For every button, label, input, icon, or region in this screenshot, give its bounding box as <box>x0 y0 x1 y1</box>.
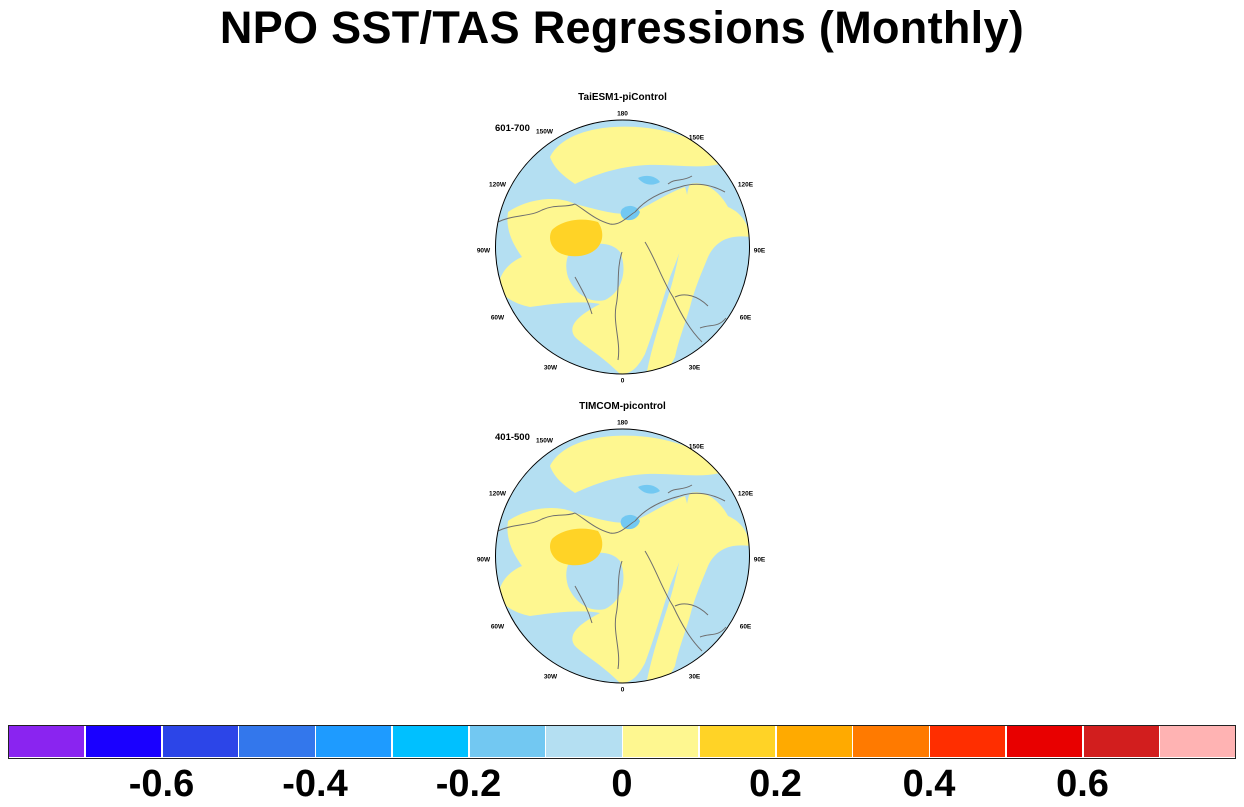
longitude-label: 180 <box>617 420 628 427</box>
coastline <box>574 512 636 534</box>
map-border <box>495 119 750 375</box>
longitude-label: 150W <box>536 129 554 136</box>
coastline <box>634 492 726 522</box>
colorbar-tick-label: 0 <box>611 763 633 805</box>
cool-region-siberia <box>708 253 742 297</box>
colorbar-tick-label: 0.2 <box>749 763 802 805</box>
longitude-label: 30E <box>689 365 701 372</box>
longitude-label: 180 <box>617 111 628 118</box>
colorbar-frame <box>8 725 1236 759</box>
colorbar <box>8 725 1237 760</box>
moderate-warm-region <box>550 528 603 566</box>
longitude-label: 120E <box>738 182 754 189</box>
colorbar-box <box>1082 725 1160 758</box>
longitude-label: 150E <box>689 135 705 142</box>
colorbar-box <box>1159 725 1237 758</box>
panel-period-label: 601-700 <box>495 123 530 134</box>
coastline <box>614 560 623 670</box>
longitude-label: 120E <box>738 491 754 498</box>
moderate-cool-region <box>620 205 640 221</box>
colorbar-box <box>698 725 776 758</box>
longitude-label: 90E <box>754 248 766 255</box>
moderate-cool-spot <box>638 484 660 494</box>
moderate-cool-region <box>620 514 640 530</box>
colorbar-box <box>775 725 853 758</box>
colorbar-tick-label: -0.4 <box>282 763 348 805</box>
colorbar-tick-label: 0.4 <box>902 763 956 805</box>
colorbar-box <box>161 725 239 758</box>
longitude-label: 60W <box>491 315 505 322</box>
map-border <box>495 428 750 684</box>
longitude-label: 120W <box>489 182 507 189</box>
warm-region-eurasia <box>645 492 750 683</box>
coastline <box>634 183 726 213</box>
warm-region-pacific <box>550 126 720 184</box>
coastline <box>699 317 727 329</box>
longitude-label: 90E <box>754 557 766 564</box>
cool-region-siberia <box>708 562 742 606</box>
longitude-label: 60E <box>740 624 752 631</box>
coastline <box>667 484 693 494</box>
coastline <box>574 585 593 624</box>
colorbar-box <box>84 725 162 758</box>
moderate-warm-region <box>550 219 603 257</box>
colorbar-tick-label: 0.6 <box>1056 763 1109 805</box>
colorbar-box <box>238 725 316 758</box>
longitude-label: 150W <box>536 438 554 445</box>
coastline <box>574 276 593 315</box>
longitude-label: 60E <box>740 315 752 322</box>
coastline <box>674 603 709 616</box>
coastline <box>667 175 693 185</box>
warm-region-eurasia <box>645 183 750 374</box>
longitude-label: 90W <box>477 557 491 564</box>
colorbar-box <box>1005 725 1083 758</box>
longitude-label: 0 <box>621 378 625 385</box>
polar-map: 180 150E 120E 90E 60E 30E 0 30W 60W 90W 120W 150W <box>477 420 766 694</box>
longitude-label: 60W <box>491 624 505 631</box>
colorbar-box <box>315 725 393 758</box>
longitude-label: 30W <box>544 674 558 681</box>
moderate-cool-spot <box>638 175 660 185</box>
panel-period-label: 401-500 <box>495 432 530 443</box>
longitude-label: 30W <box>544 365 558 372</box>
coastline <box>497 512 576 532</box>
polar-map: 180 150E 120E 90E 60E 30E 0 30W 60W 90W 120W 150W <box>477 111 766 385</box>
coastline <box>644 550 703 652</box>
coastline <box>699 626 727 638</box>
colorbar-tick-label: -0.6 <box>128 763 195 805</box>
coastline <box>674 294 709 307</box>
longitude-label: 30E <box>689 674 701 681</box>
coastline <box>644 241 703 343</box>
map-panel-taiesm1: TaiESM1-piControl 180 150E 120E 90E 60E 30E 0 3… <box>470 92 775 392</box>
colorbar-box <box>929 725 1007 758</box>
warm-region-pacific <box>550 435 720 493</box>
coastline <box>574 203 636 225</box>
map-panel-timcom: TIMCOM-picontrol 180 150E 120E 90E 60E 30E 0 30… <box>470 401 775 701</box>
map-fill-regions <box>497 126 750 374</box>
longitude-label: 90W <box>477 248 491 255</box>
coastline <box>614 251 623 361</box>
figure-title: NPO SST/TAS Regressions (Monthly) <box>219 2 1025 53</box>
colorbar-tick-label: -0.2 <box>435 763 502 805</box>
colorbar-box <box>622 725 700 758</box>
longitude-label: 150E <box>689 444 705 451</box>
panel-title: TaiESM1-piControl <box>578 92 667 103</box>
longitude-label: 0 <box>621 687 625 694</box>
panel-title: TIMCOM-picontrol <box>579 401 666 412</box>
map-fill-regions <box>497 435 750 683</box>
colorbar-box <box>545 725 623 758</box>
coastline <box>497 203 576 223</box>
longitude-label: 120W <box>489 491 507 498</box>
colorbar-box <box>468 725 546 758</box>
